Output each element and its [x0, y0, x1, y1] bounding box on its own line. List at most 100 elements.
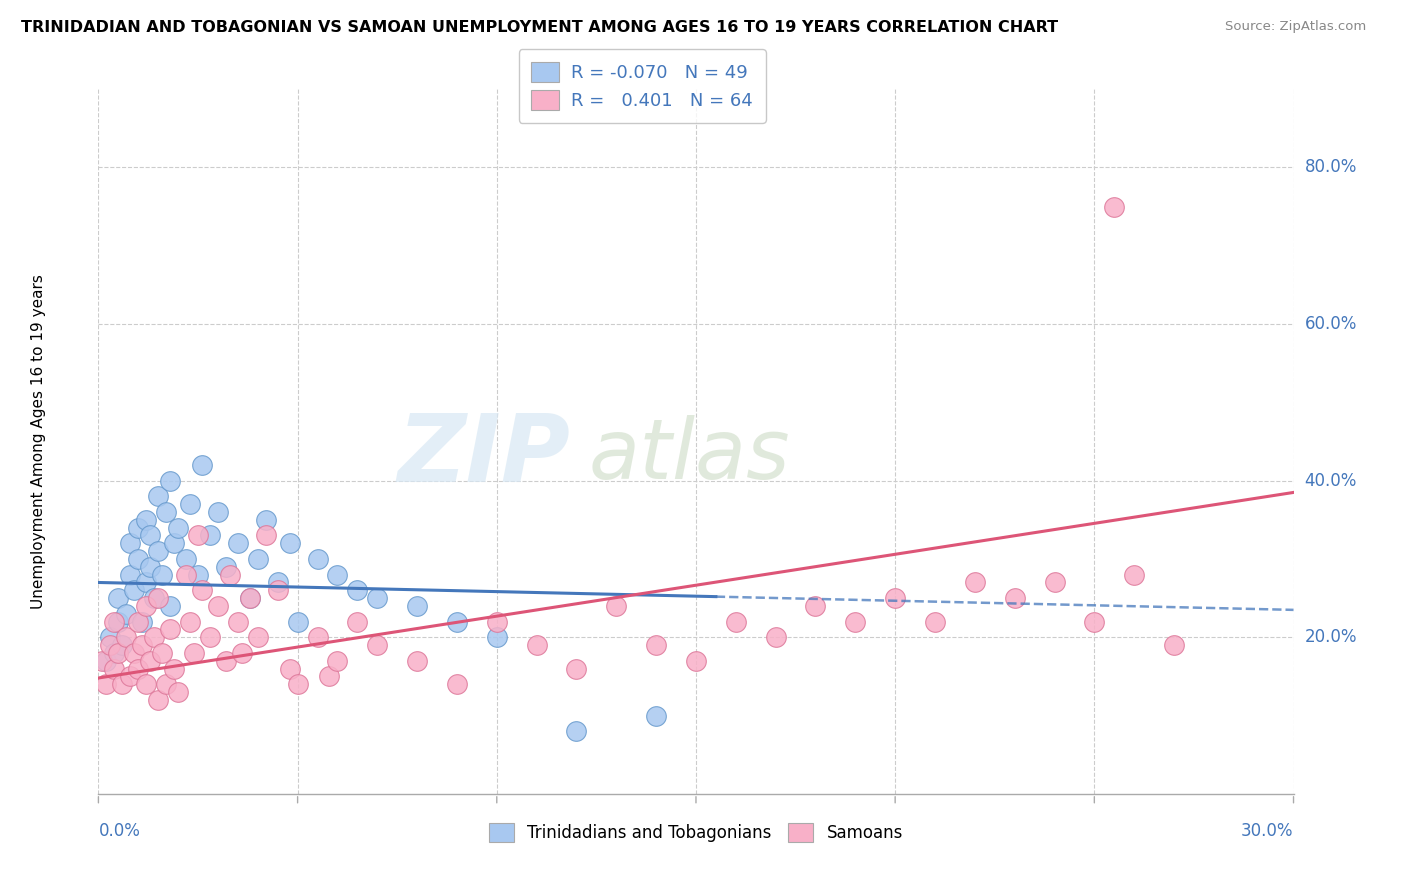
- Point: [254, 513, 277, 527]
- Point: [139, 559, 162, 574]
- Point: [155, 505, 177, 519]
- Point: [685, 654, 707, 668]
- Point: [406, 599, 429, 613]
- Point: [226, 615, 249, 629]
- Point: [605, 599, 627, 613]
- Point: [124, 646, 146, 660]
- Point: [485, 630, 508, 644]
- Text: 0.0%: 0.0%: [98, 822, 141, 840]
- Point: [366, 638, 388, 652]
- Point: [91, 654, 114, 668]
- Point: [167, 521, 190, 535]
- Point: [107, 646, 129, 660]
- Point: [120, 669, 142, 683]
- Point: [120, 567, 142, 582]
- Text: ZIP: ZIP: [398, 409, 571, 501]
- Point: [1104, 200, 1126, 214]
- Point: [174, 567, 197, 582]
- Point: [179, 615, 201, 629]
- Point: [278, 536, 301, 550]
- Point: [239, 591, 262, 606]
- Point: [150, 567, 173, 582]
- Point: [135, 575, 157, 590]
- Point: [207, 505, 229, 519]
- Point: [884, 591, 907, 606]
- Point: [127, 662, 149, 676]
- Point: [924, 615, 946, 629]
- Text: TRINIDADIAN AND TOBAGONIAN VS SAMOAN UNEMPLOYMENT AMONG AGES 16 TO 19 YEARS CORR: TRINIDADIAN AND TOBAGONIAN VS SAMOAN UNE…: [21, 20, 1059, 35]
- Point: [406, 654, 429, 668]
- Point: [287, 677, 309, 691]
- Point: [267, 575, 290, 590]
- Point: [191, 458, 214, 472]
- Point: [103, 646, 125, 660]
- Point: [278, 662, 301, 676]
- Point: [148, 591, 170, 606]
- Point: [167, 685, 190, 699]
- Point: [287, 615, 309, 629]
- Point: [963, 575, 986, 590]
- Point: [111, 677, 134, 691]
- Point: [366, 591, 388, 606]
- Point: [844, 615, 866, 629]
- Point: [174, 552, 197, 566]
- Point: [135, 599, 157, 613]
- Point: [565, 662, 588, 676]
- Point: [326, 567, 349, 582]
- Point: [207, 599, 229, 613]
- Point: [143, 591, 166, 606]
- Point: [346, 615, 368, 629]
- Text: 20.0%: 20.0%: [1305, 628, 1357, 647]
- Point: [565, 724, 588, 739]
- Point: [219, 567, 242, 582]
- Point: [724, 615, 747, 629]
- Point: [111, 638, 134, 652]
- Point: [150, 646, 173, 660]
- Point: [1083, 615, 1105, 629]
- Text: 40.0%: 40.0%: [1305, 472, 1357, 490]
- Point: [804, 599, 827, 613]
- Point: [446, 615, 468, 629]
- Point: [103, 615, 125, 629]
- Point: [326, 654, 349, 668]
- Point: [246, 630, 269, 644]
- Point: [107, 591, 129, 606]
- Point: [226, 536, 249, 550]
- Point: [98, 630, 122, 644]
- Point: [148, 544, 170, 558]
- Point: [131, 615, 153, 629]
- Point: [1163, 638, 1185, 652]
- Point: [187, 567, 209, 582]
- Point: [98, 638, 122, 652]
- Point: [645, 638, 668, 652]
- Point: [115, 630, 138, 644]
- Text: 60.0%: 60.0%: [1305, 315, 1357, 333]
- Text: 80.0%: 80.0%: [1305, 159, 1357, 177]
- Point: [485, 615, 508, 629]
- Point: [148, 489, 170, 503]
- Point: [107, 615, 129, 629]
- Point: [198, 528, 221, 542]
- Point: [127, 615, 149, 629]
- Point: [115, 607, 138, 621]
- Point: [139, 528, 162, 542]
- Point: [198, 630, 221, 644]
- Point: [267, 583, 290, 598]
- Point: [163, 536, 186, 550]
- Point: [96, 654, 118, 668]
- Point: [148, 693, 170, 707]
- Point: [131, 638, 153, 652]
- Point: [231, 646, 253, 660]
- Point: [318, 669, 340, 683]
- Point: [346, 583, 368, 598]
- Point: [159, 623, 181, 637]
- Point: [215, 559, 238, 574]
- Point: [135, 677, 157, 691]
- Legend: Trinidadians and Tobagonians, Samoans: Trinidadians and Tobagonians, Samoans: [482, 816, 910, 849]
- Point: [526, 638, 548, 652]
- Point: [191, 583, 214, 598]
- Point: [96, 677, 118, 691]
- Point: [127, 552, 149, 566]
- Point: [307, 552, 329, 566]
- Point: [446, 677, 468, 691]
